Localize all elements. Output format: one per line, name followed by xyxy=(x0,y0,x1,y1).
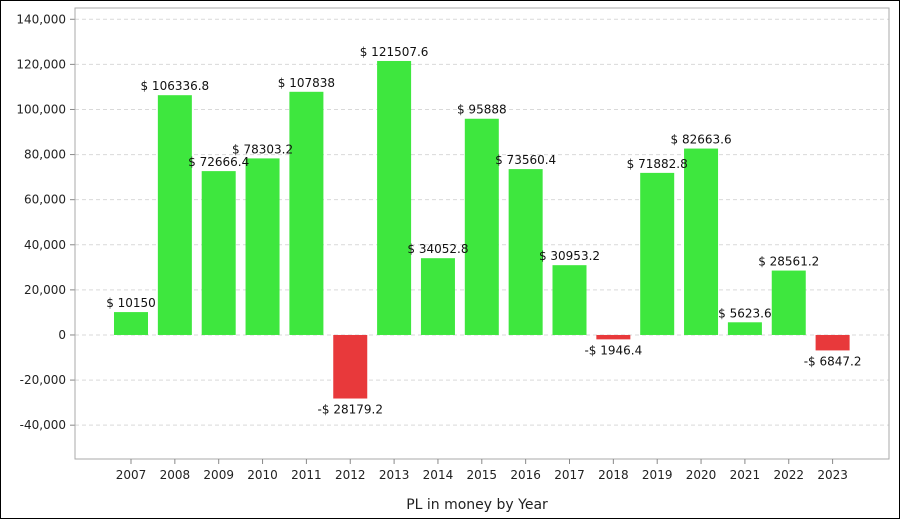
bars xyxy=(114,60,850,399)
y-tick-label: 140,000 xyxy=(16,12,66,26)
x-tick-label-2007: 2007 xyxy=(116,468,147,482)
x-tick-label-2008: 2008 xyxy=(160,468,191,482)
bar-2020 xyxy=(684,148,719,335)
bar-2010 xyxy=(245,158,280,335)
y-tick-label: 100,000 xyxy=(16,102,66,116)
x-tick-label-2021: 2021 xyxy=(730,468,761,482)
data-label-2007: $ 10150 xyxy=(106,296,156,310)
x-tick-label-2018: 2018 xyxy=(598,468,629,482)
bar-2023 xyxy=(815,334,850,351)
bar-2022 xyxy=(771,270,806,335)
data-label-2021: $ 5623.6 xyxy=(718,306,771,320)
x-tick-label-2013: 2013 xyxy=(379,468,410,482)
data-label-2015: $ 95888 xyxy=(457,103,507,117)
bar-2013 xyxy=(377,60,412,335)
data-label-2014: $ 34052.8 xyxy=(407,242,468,256)
x-tick-label-2009: 2009 xyxy=(203,468,234,482)
bar-2011 xyxy=(289,91,324,335)
data-label-2016: $ 73560.4 xyxy=(495,153,556,167)
x-tick-label-2010: 2010 xyxy=(247,468,278,482)
bar-2012 xyxy=(333,334,368,399)
bar-2007 xyxy=(114,312,148,335)
bar-2021 xyxy=(727,322,762,335)
data-label-2018: -$ 1946.4 xyxy=(584,343,642,357)
bar-2018 xyxy=(596,334,631,340)
data-label-2012: -$ 28179.2 xyxy=(318,403,383,417)
x-tick-label-2017: 2017 xyxy=(554,468,585,482)
bar-2008 xyxy=(157,95,192,335)
y-tick-label: 60,000 xyxy=(24,193,66,207)
x-tick-label-2022: 2022 xyxy=(773,468,804,482)
y-tick-label: 80,000 xyxy=(24,148,66,162)
y-tick-label: -40,000 xyxy=(20,418,66,432)
bar-2015 xyxy=(464,118,499,335)
data-labels: $ 10150 $ 106336.8 $ 72666.4$ 78303.2 $ 107… xyxy=(106,45,861,417)
x-tick-label-2019: 2019 xyxy=(642,468,673,482)
data-label-2011: $ 107838 xyxy=(278,76,335,90)
data-label-2023: -$ 6847.2 xyxy=(804,354,862,368)
y-tick-label: 120,000 xyxy=(16,57,66,71)
data-label-2022: $ 28561.2 xyxy=(758,255,819,269)
x-tick-label-2011: 2011 xyxy=(291,468,322,482)
x-tick-label-2016: 2016 xyxy=(510,468,541,482)
y-tick-label: 40,000 xyxy=(24,238,66,252)
data-label-2017: $ 30953.2 xyxy=(539,249,600,263)
bar-2017 xyxy=(552,265,587,335)
bar-2019 xyxy=(640,172,675,335)
y-tick-label: -20,000 xyxy=(20,373,66,387)
data-label-2019: $ 71882.8 xyxy=(627,157,688,171)
bar-2016 xyxy=(508,169,543,335)
y-tick-label: 0 xyxy=(58,328,66,342)
x-axis-title: PL in money by Year xyxy=(406,497,548,513)
y-tick-label: 20,000 xyxy=(24,283,66,297)
axes: -40,000 -20,000 0 20,000 40,000 60,000 80,000 1… xyxy=(16,7,890,482)
x-tick-label-2020: 2020 xyxy=(686,468,717,482)
data-label-2020: $ 82663.6 xyxy=(671,133,732,147)
x-tick-label-2014: 2014 xyxy=(423,468,454,482)
x-tick-label-2012: 2012 xyxy=(335,468,366,482)
data-label-2013: $ 121507.6 xyxy=(360,45,429,59)
data-label-2008: $ 106336.8 xyxy=(140,79,209,93)
x-tick-label-2015: 2015 xyxy=(467,468,498,482)
data-label-2010: $ 78303.2 xyxy=(232,142,293,156)
data-label-2009: $ 72666.4 xyxy=(188,155,249,169)
x-tick-label-2023: 2023 xyxy=(817,468,848,482)
bar-2009 xyxy=(201,171,236,335)
bar-2014 xyxy=(420,258,455,335)
